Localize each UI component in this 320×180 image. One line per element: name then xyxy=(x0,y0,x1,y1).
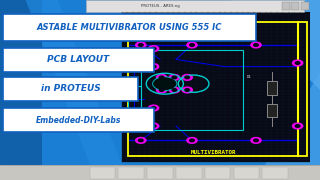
Text: Embedded-DIY-Labs: Embedded-DIY-Labs xyxy=(36,116,121,125)
Bar xyxy=(282,2,290,10)
Circle shape xyxy=(185,89,189,91)
Circle shape xyxy=(151,107,156,109)
Circle shape xyxy=(159,89,164,91)
Circle shape xyxy=(292,60,303,66)
Circle shape xyxy=(139,139,143,142)
Bar xyxy=(267,103,277,117)
Circle shape xyxy=(148,46,159,51)
Circle shape xyxy=(295,125,300,127)
Bar xyxy=(86,0,304,12)
Bar xyxy=(147,166,173,179)
Circle shape xyxy=(169,87,180,93)
Text: MULTIVIBRATOR: MULTIVIBRATOR xyxy=(190,150,236,155)
Text: ASTABLE MULTIVIBRATOR USING 555 IC: ASTABLE MULTIVIBRATOR USING 555 IC xyxy=(37,23,222,32)
Circle shape xyxy=(151,125,156,127)
Circle shape xyxy=(151,47,156,50)
Bar xyxy=(0,165,320,180)
Circle shape xyxy=(148,64,159,69)
Polygon shape xyxy=(256,72,320,180)
Circle shape xyxy=(139,44,143,46)
Circle shape xyxy=(254,44,258,46)
Circle shape xyxy=(136,138,146,143)
Circle shape xyxy=(159,76,164,79)
FancyBboxPatch shape xyxy=(3,48,154,72)
Circle shape xyxy=(190,139,194,142)
Circle shape xyxy=(136,42,146,48)
Bar xyxy=(141,50,243,130)
Bar xyxy=(122,12,310,162)
Bar xyxy=(176,166,202,179)
Bar xyxy=(262,166,288,179)
Bar xyxy=(128,86,141,108)
Bar xyxy=(90,166,115,179)
Text: D1: D1 xyxy=(246,75,252,78)
Polygon shape xyxy=(230,0,320,90)
Bar xyxy=(128,22,307,156)
Circle shape xyxy=(251,138,261,143)
Circle shape xyxy=(185,76,189,79)
Circle shape xyxy=(187,42,197,48)
Bar xyxy=(0,0,42,180)
Text: PCB LAYOUT: PCB LAYOUT xyxy=(47,55,109,64)
Bar xyxy=(267,81,277,94)
FancyBboxPatch shape xyxy=(3,14,256,40)
Circle shape xyxy=(182,87,192,93)
Circle shape xyxy=(153,77,177,91)
FancyBboxPatch shape xyxy=(3,76,138,101)
Circle shape xyxy=(254,139,258,142)
Bar xyxy=(291,2,299,10)
Circle shape xyxy=(148,123,159,129)
Circle shape xyxy=(182,75,192,80)
Circle shape xyxy=(148,105,159,111)
Circle shape xyxy=(172,76,177,79)
Circle shape xyxy=(190,44,194,46)
Bar xyxy=(301,2,309,10)
Circle shape xyxy=(156,87,167,93)
Circle shape xyxy=(295,62,300,64)
Bar xyxy=(205,166,230,179)
Bar xyxy=(234,166,259,179)
Circle shape xyxy=(156,75,167,80)
Circle shape xyxy=(151,65,156,68)
Circle shape xyxy=(251,42,261,48)
Circle shape xyxy=(187,138,197,143)
Polygon shape xyxy=(26,0,128,180)
FancyBboxPatch shape xyxy=(3,108,154,132)
Text: in PROTEUS: in PROTEUS xyxy=(41,84,100,93)
Circle shape xyxy=(169,75,180,80)
Bar xyxy=(118,166,144,179)
Circle shape xyxy=(292,123,303,129)
Text: PROTEUS - ARES.ng: PROTEUS - ARES.ng xyxy=(140,4,180,8)
Circle shape xyxy=(172,89,177,91)
